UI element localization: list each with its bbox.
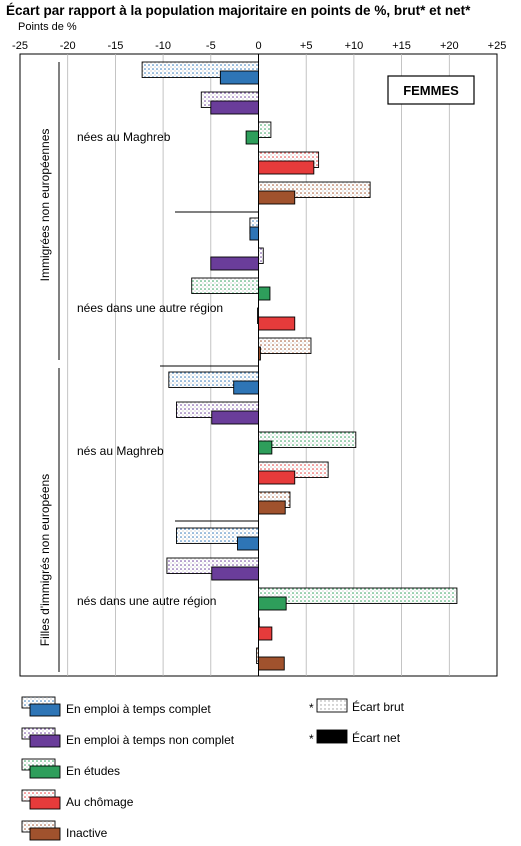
x-tick-label: +15 xyxy=(392,40,411,52)
group-label: Filles d'immigrés non européens xyxy=(38,474,52,646)
legend-label: Inactive xyxy=(66,826,108,840)
chart-title: Écart par rapport à la population majori… xyxy=(6,3,471,18)
bar-net-temps-complet xyxy=(237,536,259,551)
bar-net-temps-non-complet xyxy=(211,566,259,581)
x-tick-label: +25 xyxy=(488,40,507,52)
x-tick-label: -5 xyxy=(206,40,216,52)
x-tick-label: -15 xyxy=(107,40,123,52)
legend-swatch-ecart-brut xyxy=(316,698,348,713)
unit-label: Points de % xyxy=(18,21,77,33)
bar-brut-inactive xyxy=(258,337,312,354)
x-tick-label: +5 xyxy=(300,40,313,52)
bar-net-temps-complet xyxy=(249,226,259,241)
bar-brut-inactive xyxy=(256,647,259,664)
subgroup-label: nés dans une autre région xyxy=(77,594,216,608)
bar-net-temps-complet xyxy=(233,380,259,395)
legend-marker: * xyxy=(309,732,314,746)
bar-net-etudes xyxy=(245,130,259,145)
legend-label-ecart-brut: Écart brut xyxy=(352,699,405,714)
x-tick-label: 0 xyxy=(255,40,261,52)
bar-net-inactive xyxy=(258,656,285,671)
legend-label: Au chômage xyxy=(66,795,134,809)
bar-net-chomage xyxy=(258,316,296,331)
bar-brut-etudes xyxy=(258,121,272,138)
bar-net-etudes xyxy=(258,286,271,301)
bar-net-temps-complet xyxy=(219,70,259,85)
badge-label: FEMMES xyxy=(403,83,459,98)
subgroup-label: nées au Maghreb xyxy=(77,130,171,144)
legend-swatch-inactive xyxy=(29,827,61,841)
x-tick-label: +10 xyxy=(345,40,364,52)
legend-marker: * xyxy=(309,701,314,715)
bar-net-inactive xyxy=(258,190,296,205)
bar-brut-etudes xyxy=(191,277,259,294)
x-tick-label: -20 xyxy=(60,40,76,52)
legend-swatch-etudes xyxy=(29,765,61,779)
bar-net-temps-non-complet xyxy=(211,410,259,425)
group-label: Immigrées non européennes xyxy=(38,129,52,282)
bar-net-chomage xyxy=(258,160,315,175)
legend-label: En emploi à temps non complet xyxy=(66,733,235,747)
bar-net-inactive xyxy=(258,346,261,361)
x-tick-label: -25 xyxy=(12,40,28,52)
legend-swatch-temps-complet xyxy=(29,703,61,717)
bar-net-etudes xyxy=(258,440,273,455)
legend-swatch-chomage xyxy=(29,796,61,810)
x-tick-label: +20 xyxy=(440,40,459,52)
x-tick-label: -10 xyxy=(155,40,171,52)
legend-label: En emploi à temps complet xyxy=(66,702,211,716)
legend-label-ecart-net: Écart net xyxy=(352,730,401,745)
bar-brut-etudes xyxy=(258,587,458,604)
bar-net-temps-non-complet xyxy=(210,100,259,115)
legend-swatch-temps-non-complet xyxy=(29,734,61,748)
subgroup-label: nées dans une autre région xyxy=(77,301,223,315)
badge-box xyxy=(387,75,475,105)
bar-brut-temps-non-complet xyxy=(258,247,264,264)
bar-net-chomage xyxy=(258,470,296,485)
bar-net-etudes xyxy=(258,596,287,611)
legend-label: En études xyxy=(66,764,120,778)
bar-brut-chomage xyxy=(257,307,259,324)
legend-swatch-ecart-net xyxy=(316,729,348,744)
bar-brut-etudes xyxy=(258,431,357,448)
bar-net-chomage xyxy=(258,626,273,641)
bar-net-temps-non-complet xyxy=(210,256,259,271)
bar-net-inactive xyxy=(258,500,286,515)
subgroup-label: nés au Maghreb xyxy=(77,444,164,458)
